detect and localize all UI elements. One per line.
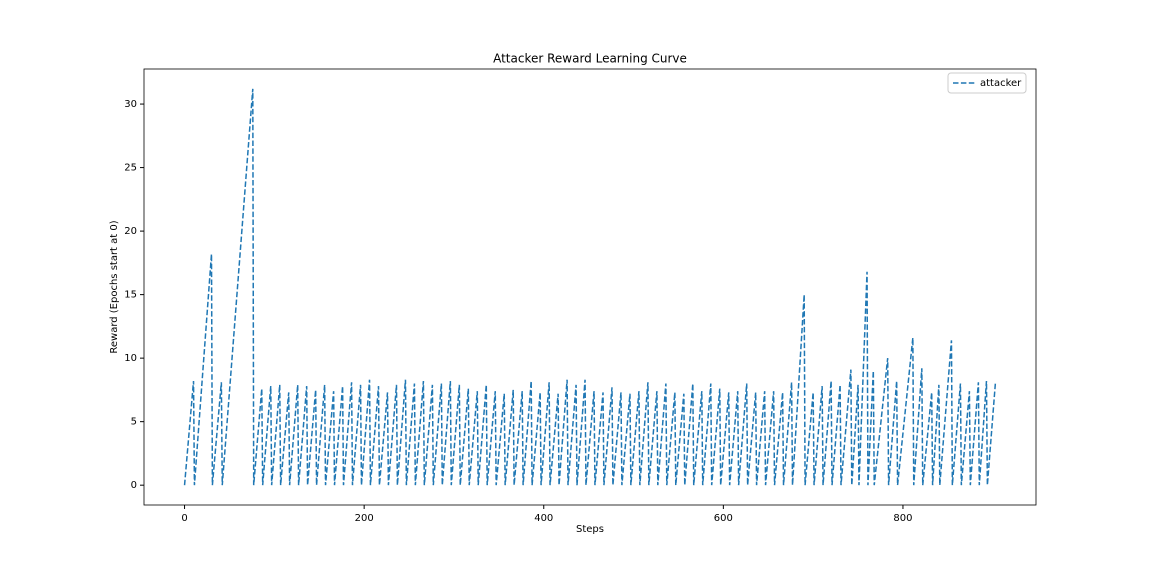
y-tick-label: 25 xyxy=(124,163,137,174)
x-tick-label: 800 xyxy=(893,513,912,524)
y-tick-label: 15 xyxy=(124,290,137,301)
y-tick-label: 0 xyxy=(131,480,137,491)
legend-label: attacker xyxy=(980,78,1022,89)
x-tick-label: 400 xyxy=(534,513,553,524)
x-tick-label: 200 xyxy=(355,513,374,524)
x-tick-label: 0 xyxy=(181,513,187,524)
x-tick-label: 600 xyxy=(714,513,733,524)
plot-frame xyxy=(143,68,1037,506)
y-tick-label: 30 xyxy=(124,99,137,110)
x-axis-label: Steps xyxy=(576,524,604,535)
chart-title: Attacker Reward Learning Curve xyxy=(493,52,687,66)
y-axis-label: Reward (Epochs start at 0) xyxy=(109,220,120,353)
y-tick-label: 10 xyxy=(124,353,137,364)
y-tick-label: 20 xyxy=(124,226,137,237)
legend-box xyxy=(947,72,1027,94)
y-tick-label: 5 xyxy=(131,417,137,428)
data-line xyxy=(183,88,997,486)
